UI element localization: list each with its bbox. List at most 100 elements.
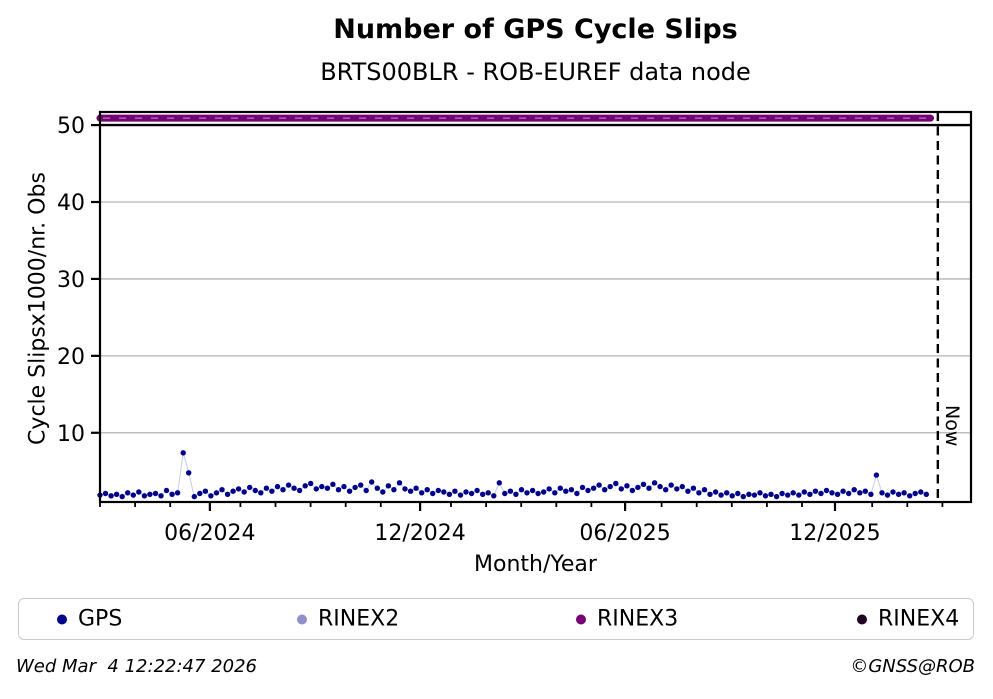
gps-point bbox=[374, 485, 380, 491]
legend-box: GPS RINEX2 RINEX3 RINEX4 bbox=[18, 598, 974, 640]
x-tick-label: 06/2025 bbox=[579, 521, 670, 546]
gps-point bbox=[590, 485, 597, 491]
gps-point bbox=[335, 487, 342, 493]
gps-point bbox=[840, 488, 846, 494]
gps-point bbox=[685, 488, 691, 494]
gps-point bbox=[834, 491, 841, 497]
gps-point bbox=[579, 484, 586, 491]
gps-point bbox=[563, 488, 569, 494]
gps-point bbox=[618, 486, 624, 492]
gps-point bbox=[746, 491, 752, 497]
gps-point bbox=[701, 487, 708, 493]
gps-point bbox=[369, 479, 375, 485]
gps-point bbox=[507, 488, 514, 494]
gps-point bbox=[252, 487, 258, 494]
gps-point bbox=[646, 485, 652, 491]
timestamp-text: Wed Mar 4 12:22:47 2026 bbox=[16, 656, 257, 677]
gps-point bbox=[502, 490, 508, 497]
gps-point bbox=[912, 490, 918, 497]
plot-area: 10 20 30 40 50 06/2024 12/2024 06/2025 12/2025 No… bbox=[57, 110, 973, 546]
y-tick-label: 10 bbox=[57, 422, 85, 447]
gps-point bbox=[762, 493, 769, 499]
gps-point bbox=[851, 487, 857, 493]
chart-subtitle: BRTS00BLR - ROB-EUREF data node bbox=[320, 58, 751, 86]
gps-point bbox=[807, 491, 813, 497]
gps-point bbox=[285, 482, 292, 488]
y-tick-label: 50 bbox=[57, 114, 85, 139]
legend-item-gps: GPS bbox=[57, 607, 122, 632]
y-axis-label: Cycle Slipsx1000/nr. Obs bbox=[25, 172, 51, 445]
gps-point bbox=[674, 486, 680, 492]
gps-point bbox=[363, 487, 369, 494]
gps-point bbox=[651, 480, 658, 486]
gps-point bbox=[596, 482, 602, 488]
gps-point bbox=[180, 450, 186, 456]
gps-point bbox=[829, 490, 835, 496]
gps-point bbox=[657, 483, 663, 490]
gps-point bbox=[663, 487, 669, 493]
gps-point bbox=[352, 484, 358, 491]
gps-point bbox=[574, 490, 580, 497]
gps-point bbox=[407, 488, 414, 494]
gps-point bbox=[602, 487, 608, 493]
gps-point bbox=[158, 493, 164, 499]
gps-point bbox=[380, 489, 386, 495]
gps-point bbox=[707, 491, 713, 497]
legend-label-rinex2: RINEX2 bbox=[318, 606, 400, 632]
gps-point bbox=[324, 485, 331, 491]
gps-point bbox=[862, 488, 868, 494]
gps-point bbox=[884, 492, 891, 498]
gps-point bbox=[141, 493, 148, 499]
gps-point bbox=[474, 487, 480, 494]
gps-point bbox=[546, 486, 552, 492]
gps-point bbox=[785, 492, 791, 498]
gps-point bbox=[613, 480, 619, 487]
gps-point bbox=[724, 490, 730, 496]
legend-label-rinex3: RINEX3 bbox=[597, 606, 679, 632]
chart-title: Number of GPS Cycle Slips bbox=[333, 14, 738, 45]
gps-point bbox=[624, 483, 630, 489]
gps-point bbox=[729, 493, 735, 499]
gps-point bbox=[280, 487, 286, 493]
gps-legend-dot bbox=[57, 614, 67, 624]
gps-point bbox=[302, 483, 308, 489]
gps-point bbox=[918, 489, 924, 495]
gps-point bbox=[174, 490, 181, 496]
gps-point bbox=[668, 482, 674, 488]
plot-border bbox=[98, 110, 973, 504]
gps-point bbox=[191, 493, 197, 500]
gps-point bbox=[846, 490, 852, 497]
gps-point bbox=[435, 487, 441, 494]
gps-point bbox=[757, 490, 763, 496]
gps-point bbox=[635, 484, 641, 491]
gps-point bbox=[535, 490, 541, 497]
rinex4-legend-dot bbox=[857, 614, 867, 624]
x-tick-label: 06/2024 bbox=[164, 521, 255, 546]
gps-point bbox=[568, 487, 575, 493]
gps-point bbox=[163, 487, 170, 494]
gps-point bbox=[208, 493, 214, 499]
gps-point bbox=[413, 485, 419, 491]
gps-point bbox=[812, 488, 819, 494]
gps-point bbox=[679, 483, 685, 490]
gps-point bbox=[269, 488, 275, 494]
gps-point bbox=[735, 490, 741, 497]
gps-point bbox=[213, 490, 220, 496]
gps-point bbox=[130, 492, 136, 498]
gps-point bbox=[230, 488, 236, 494]
gps-point bbox=[147, 491, 153, 497]
gps-point bbox=[823, 487, 830, 494]
gps-point bbox=[895, 491, 902, 497]
gps-point bbox=[607, 483, 613, 490]
gps-point bbox=[197, 490, 203, 497]
gps-point bbox=[169, 491, 175, 497]
gps-point bbox=[430, 490, 436, 497]
gps-point bbox=[541, 489, 547, 495]
x-tick-label: 12/2024 bbox=[374, 521, 465, 546]
gps-point bbox=[513, 491, 519, 497]
rinex3-legend-dot bbox=[576, 614, 586, 624]
gps-point bbox=[790, 490, 796, 496]
gps-point bbox=[319, 483, 325, 490]
gps-point bbox=[768, 491, 774, 497]
gps-point bbox=[136, 489, 142, 495]
